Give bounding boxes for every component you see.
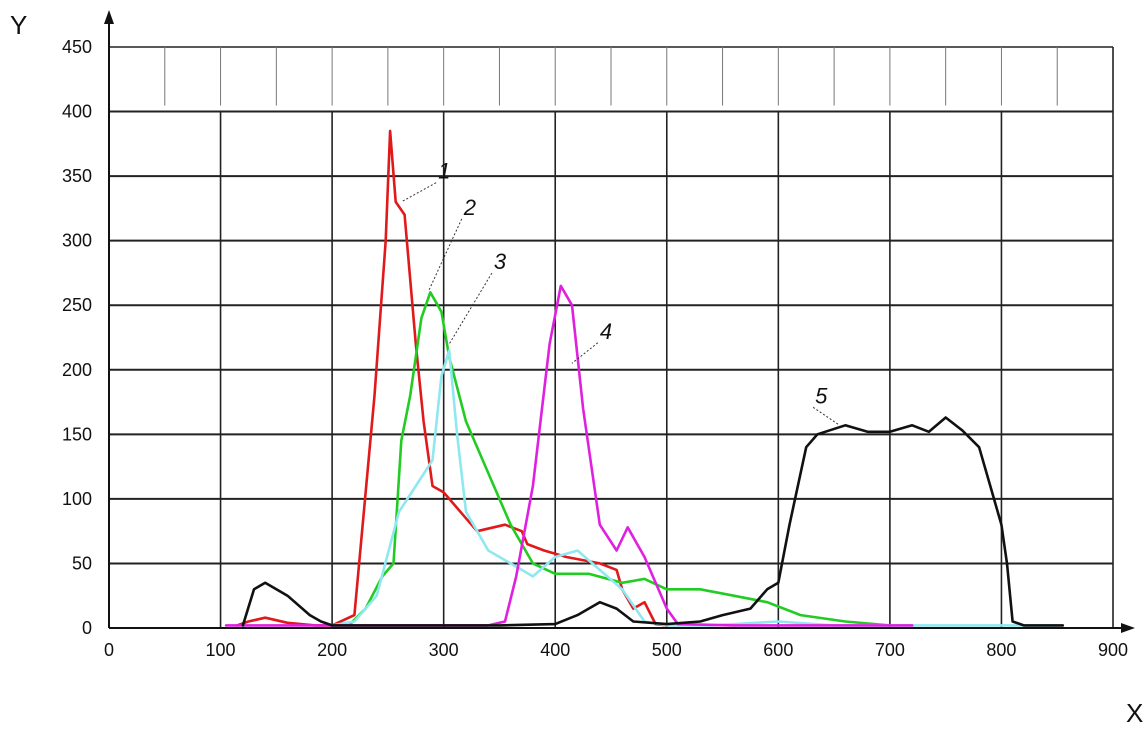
x-tick-label-300: 300	[429, 640, 459, 660]
x-tick-label-800: 800	[986, 640, 1016, 660]
y-axis-arrow-icon	[104, 10, 114, 24]
x-tick-label-400: 400	[540, 640, 570, 660]
y-tick-label-250: 250	[62, 295, 92, 315]
x-axis-arrow-icon	[1121, 623, 1135, 633]
series-label-4: 4	[600, 319, 612, 344]
y-axis-title: Y	[10, 10, 27, 40]
series-line-3	[330, 349, 1059, 627]
series-label-2: 2	[463, 195, 476, 220]
x-tick-label-600: 600	[763, 640, 793, 660]
series-line-5	[241, 416, 1065, 627]
series-label-5: 5	[815, 383, 828, 408]
y-tick-label-300: 300	[62, 231, 92, 251]
x-tick-labels: 0 100 200 300 400 500 600 700 800 900	[104, 640, 1128, 660]
series-label-3: 3	[494, 249, 507, 274]
series-label-pointer-2	[428, 218, 463, 290]
x-tick-label-100: 100	[206, 640, 236, 660]
y-tick-label-0: 0	[82, 618, 92, 638]
series-label-pointer-4	[571, 342, 599, 364]
y-tick-label-400: 400	[62, 102, 92, 122]
series-label-1: 1	[438, 159, 450, 184]
series-label-pointer-3	[448, 272, 493, 345]
y-tick-label-200: 200	[62, 360, 92, 380]
axes	[104, 10, 1135, 633]
y-tick-label-350: 350	[62, 166, 92, 186]
series-label-pointer-5	[812, 406, 840, 426]
y-tick-label-450: 450	[62, 37, 92, 57]
x-tick-label-200: 200	[317, 640, 347, 660]
series-line-2	[347, 291, 892, 627]
x-tick-label-900: 900	[1098, 640, 1128, 660]
y-tick-labels: 0 50 100 150 200 250 300 350 400 450	[62, 37, 92, 638]
y-tick-label-150: 150	[62, 424, 92, 444]
series-lines	[224, 129, 1065, 627]
x-tick-label-500: 500	[652, 640, 682, 660]
series-labels: 12 3 4 5	[401, 159, 840, 426]
y-tick-label-50: 50	[72, 553, 92, 573]
series-label-pointer-1	[401, 182, 437, 203]
x-tick-label-700: 700	[875, 640, 905, 660]
x-axis-title: X	[1126, 698, 1143, 728]
x-tick-label-0: 0	[104, 640, 114, 660]
y-tick-label-100: 100	[62, 489, 92, 509]
